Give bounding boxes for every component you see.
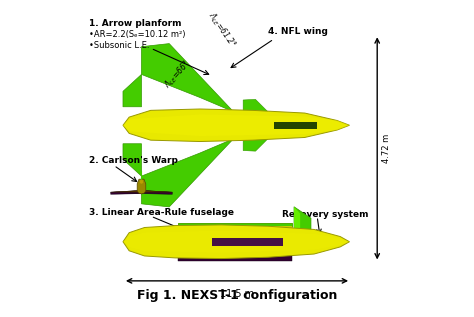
Polygon shape [294,207,311,232]
Polygon shape [178,255,292,261]
Polygon shape [212,238,283,246]
Text: 2. Carlson's Warp: 2. Carlson's Warp [89,156,178,165]
Polygon shape [123,144,141,176]
Polygon shape [123,109,349,141]
Polygon shape [123,231,349,253]
Polygon shape [141,125,246,207]
Polygon shape [123,74,141,107]
Polygon shape [178,223,292,226]
Text: Fig 1. NEXST-1 configuration: Fig 1. NEXST-1 configuration [137,289,337,302]
Text: Λ$_{LE}$=61.2°: Λ$_{LE}$=61.2° [205,9,238,50]
Polygon shape [243,99,268,112]
Polygon shape [123,114,349,136]
Polygon shape [178,223,292,229]
Polygon shape [243,139,268,151]
Text: 4.72 m: 4.72 m [382,134,391,163]
Polygon shape [110,191,172,194]
Text: Recovery system: Recovery system [282,210,368,219]
Polygon shape [294,207,300,232]
Text: •Subsonic L.E.: •Subsonic L.E. [89,41,150,49]
Polygon shape [110,191,172,192]
Text: 4. NFL wing: 4. NFL wing [268,27,328,36]
Polygon shape [137,179,146,194]
Text: 11.5 m: 11.5 m [220,288,254,299]
Polygon shape [140,180,143,184]
Text: •AR=2.2(Sₑ=10.12 m²): •AR=2.2(Sₑ=10.12 m²) [89,30,186,39]
Polygon shape [123,225,349,259]
Text: Λ$_{LE}$=66°: Λ$_{LE}$=66° [162,58,193,91]
Polygon shape [141,44,246,125]
Polygon shape [274,122,317,129]
Text: 1. Arrow planform: 1. Arrow planform [89,19,182,28]
Polygon shape [178,226,292,229]
Text: 3. Linear Area-Rule fuselage: 3. Linear Area-Rule fuselage [89,209,234,217]
